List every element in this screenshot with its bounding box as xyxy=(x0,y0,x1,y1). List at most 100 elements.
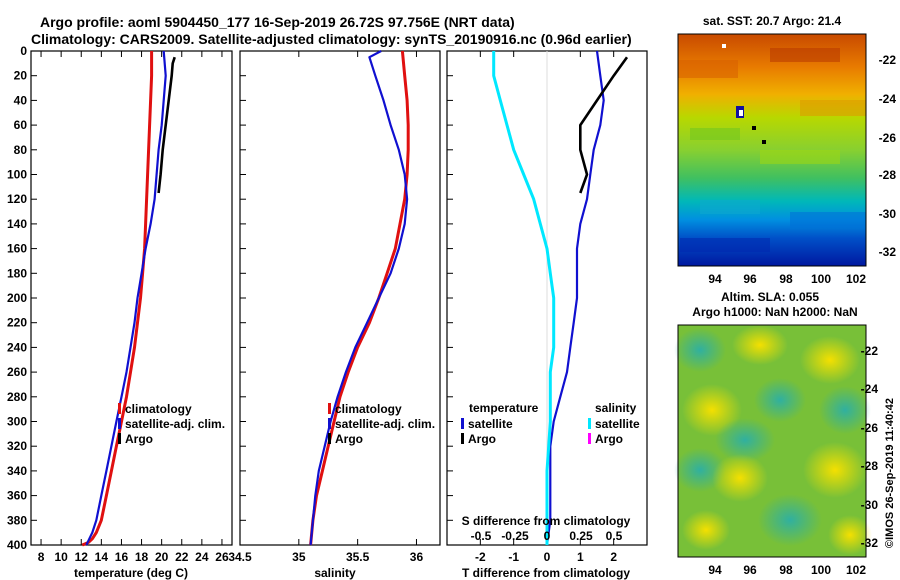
sst-xtick-label: 100 xyxy=(811,272,831,286)
temperature-legend: climatology satellite-adj. clim. Argo xyxy=(118,402,225,446)
salinity-legend: climatology satellite-adj. clim. Argo xyxy=(328,402,435,446)
y-tick-label: 180 xyxy=(7,266,27,280)
s-tick-label: 0.25 xyxy=(569,529,593,543)
y-tick-label: 60 xyxy=(14,118,28,132)
y-tick-label: 280 xyxy=(7,390,27,404)
y-tick-label: 80 xyxy=(14,143,28,157)
x-tick-label: 12 xyxy=(75,550,89,564)
salinity-x-axis: 34.5 35 35.5 36 xyxy=(228,51,423,564)
x-tick-label: 26 xyxy=(215,550,229,564)
x-tick-label: 8 xyxy=(38,550,45,564)
sst-ytick-label: -22 xyxy=(879,53,897,67)
difference-series xyxy=(492,50,629,546)
legend-swatch-argo xyxy=(118,433,121,444)
x-tick-label: 35.5 xyxy=(346,550,370,564)
imos-watermark: ©IMOS 26-Sep-2019 11:40:42 xyxy=(884,398,896,548)
legend-swatch-climatology xyxy=(118,403,121,414)
legend-label-satellite: satellite-adj. clim. xyxy=(335,417,435,431)
sla-map: Altim. SLA: 0.055 Argo h1000: NaN h2000:… xyxy=(674,290,878,577)
sla-xtick-label: 96 xyxy=(743,563,757,577)
sst-xtick-label: 98 xyxy=(779,272,793,286)
x-tick-label: 20 xyxy=(155,550,169,564)
difference-xlabel: T difference from climatology xyxy=(462,566,630,580)
depth-axis: 0 20 40 60 80 100 120 140 160 180 200 220 240 260 280 3… xyxy=(7,44,37,552)
sst-ytick-label: -26 xyxy=(879,131,897,145)
sla-map-axes: 94 96 98 100 102 -22 -24 -26 -28 -30 -32 xyxy=(708,344,878,577)
legend-label-climatology: climatology xyxy=(335,402,402,416)
sst-ytick-label: -30 xyxy=(879,207,897,221)
sst-xtick-label: 102 xyxy=(846,272,866,286)
sla-title-line-1: Altim. SLA: 0.055 xyxy=(721,290,819,304)
y-tick-label: 400 xyxy=(7,538,27,552)
temperature-series xyxy=(81,50,176,547)
sla-xtick-label: 102 xyxy=(846,563,866,577)
y-tick-label: 40 xyxy=(14,93,28,107)
s-difference-xlabel: S difference from climatology xyxy=(462,514,631,528)
legend-label-s-argo: Argo xyxy=(595,432,623,446)
y-tick-label: 0 xyxy=(20,44,27,58)
salinity-depth-ticks xyxy=(240,50,246,546)
series-climatology xyxy=(81,51,154,547)
x-tick-label: 22 xyxy=(175,550,189,564)
difference-s-ticklabels: -0.5 -0.25 0 0.25 0.5 xyxy=(471,529,623,543)
series-argo xyxy=(157,56,176,194)
sla-ytick-label: -24 xyxy=(861,382,879,396)
difference-depth-ticks xyxy=(447,50,453,546)
series-t-argo xyxy=(578,56,629,194)
argo-position-marker xyxy=(739,110,743,116)
legend-swatch-s-satellite xyxy=(588,418,591,429)
x-tick-label: 34.5 xyxy=(228,550,252,564)
legend-label-argo: Argo xyxy=(335,432,363,446)
land-mask xyxy=(722,44,726,48)
sla-ytick-label: -30 xyxy=(861,498,879,512)
x-tick-label: -2 xyxy=(475,550,486,564)
sla-field-blobs xyxy=(674,325,872,555)
salinity-panel: 34.5 35 35.5 36 salinity climatology satell… xyxy=(228,50,441,580)
y-tick-label: 240 xyxy=(7,340,27,354)
temperature-axes-frame xyxy=(30,50,233,546)
title-line-1: Argo profile: aoml 5904450_177 16-Sep-20… xyxy=(40,14,515,30)
s-tick-label: 0.5 xyxy=(606,529,623,543)
x-tick-label: 0 xyxy=(544,550,551,564)
sla-xtick-label: 98 xyxy=(779,563,793,577)
x-tick-label: 35 xyxy=(292,550,306,564)
sla-xtick-label: 100 xyxy=(811,563,831,577)
y-tick-label: 360 xyxy=(7,489,27,503)
sla-ytick-label: -22 xyxy=(861,344,879,358)
series-satellite-adj-clim xyxy=(85,50,167,546)
x-tick-label: 1 xyxy=(577,550,584,564)
y-tick-label: 100 xyxy=(7,168,27,182)
y-tick-label: 340 xyxy=(7,464,27,478)
y-tick-label: 380 xyxy=(7,513,27,527)
legend-swatch-satellite xyxy=(118,418,121,429)
y-tick-label: 260 xyxy=(7,365,27,379)
y-tick-label: 200 xyxy=(7,291,27,305)
difference-legend: temperature satellite Argo salinity sate… xyxy=(461,401,640,446)
x-tick-label: 24 xyxy=(195,550,209,564)
sst-map: sat. SST: 20.7 Argo: 21.4 94 96 98 100 1… xyxy=(677,14,896,286)
x-tick-label: 16 xyxy=(115,550,129,564)
land-mask xyxy=(762,140,766,144)
sst-xtick-label: 94 xyxy=(708,272,722,286)
sst-map-axes: 94 96 98 100 102 -22 -24 -26 -28 -30 -32 xyxy=(708,53,896,286)
sst-field-texture xyxy=(678,48,866,252)
x-tick-label: 36 xyxy=(410,550,424,564)
x-tick-label: 2 xyxy=(610,550,617,564)
legend-title-salinity: salinity xyxy=(595,401,637,415)
sla-ytick-label: -26 xyxy=(861,421,879,435)
sst-xtick-label: 96 xyxy=(743,272,757,286)
s-tick-label: -0.5 xyxy=(471,529,492,543)
sst-map-title: sat. SST: 20.7 Argo: 21.4 xyxy=(703,14,842,28)
legend-label-t-satellite: satellite xyxy=(468,417,513,431)
legend-label-climatology: climatology xyxy=(125,402,192,416)
sst-ytick-label: -32 xyxy=(879,245,897,259)
series-satellite-adj-clim xyxy=(309,50,409,546)
x-tick-label: 10 xyxy=(54,550,68,564)
series-t-satellite xyxy=(545,50,605,546)
legend-swatch-t-argo xyxy=(461,433,464,444)
legend-swatch-t-satellite xyxy=(461,418,464,429)
legend-swatch-argo xyxy=(328,433,331,444)
sla-ytick-label: -28 xyxy=(861,459,879,473)
y-tick-label: 140 xyxy=(7,217,27,231)
legend-title-temperature: temperature xyxy=(469,401,539,415)
